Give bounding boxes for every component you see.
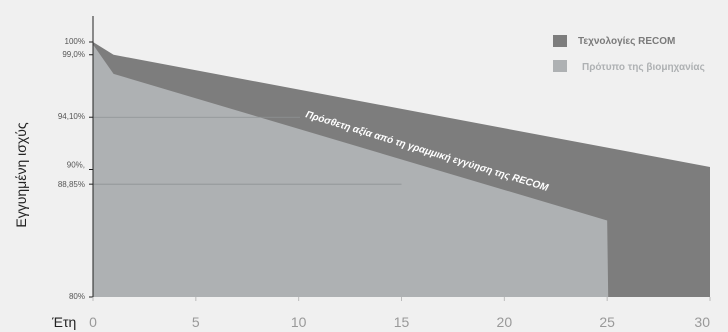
x-tick-label: 0 xyxy=(89,314,97,330)
x-axis-title: Έτη xyxy=(51,314,76,330)
reference-lines xyxy=(93,116,402,185)
y-tick-label: 88,85% xyxy=(58,180,85,189)
area-series-1 xyxy=(93,44,609,297)
y-tick-label: 100% xyxy=(65,37,85,46)
x-tick-label: 20 xyxy=(497,314,513,330)
x-tick-label: 10 xyxy=(291,314,307,330)
legend: Τεχνολογίες RECOM Πρότυπο της βιομηχανία… xyxy=(553,35,705,73)
y-ticks: 100% 99,0% 94,10% 90%, 88,85% 80% xyxy=(58,37,93,301)
x-tick-label: 25 xyxy=(599,314,615,330)
x-tick-label: 5 xyxy=(192,314,200,330)
legend-swatch-recom xyxy=(553,35,567,47)
y-tick-label: 99,0% xyxy=(62,50,85,59)
x-tick-label: 15 xyxy=(394,314,410,330)
plot-areas xyxy=(93,42,710,297)
x-tick-label: 30 xyxy=(694,314,710,330)
legend-label-recom: Τεχνολογίες RECOM xyxy=(578,36,675,47)
x-ticks: 0 5 10 15 20 25 30 xyxy=(89,297,711,330)
y-axis-title: Εγγυημένη ισχύς xyxy=(13,122,29,228)
legend-swatch-industry xyxy=(553,60,567,72)
y-tick-label: 80% xyxy=(69,292,85,301)
y-tick-label: 90%, xyxy=(67,161,85,170)
legend-label-industry: Πρότυπο της βιομηχανίας xyxy=(582,62,705,73)
y-tick-label: 94,10% xyxy=(58,112,85,121)
